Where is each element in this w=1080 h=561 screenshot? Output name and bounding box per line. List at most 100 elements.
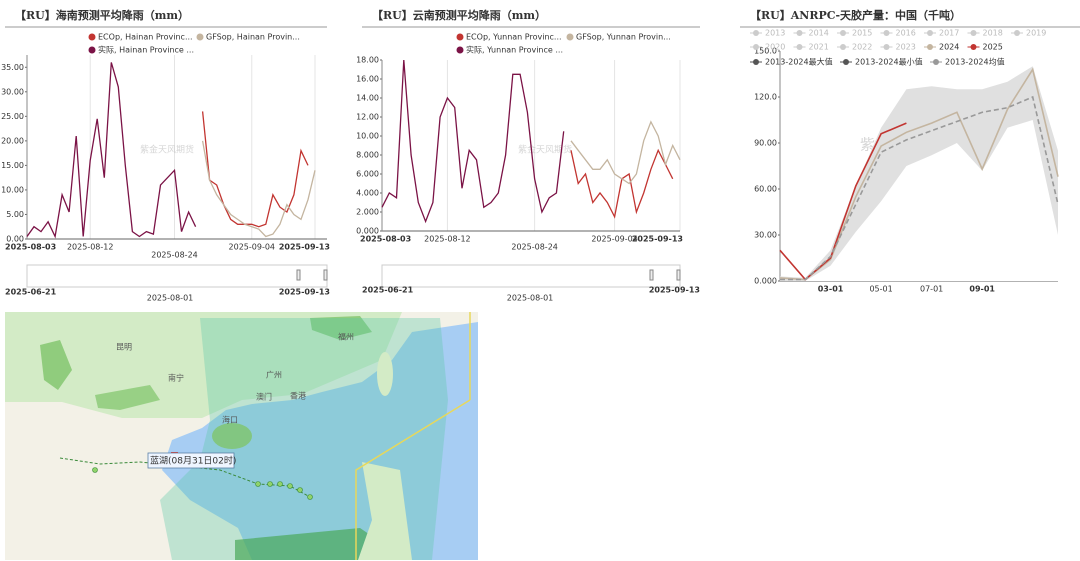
legend-marker bbox=[840, 44, 846, 50]
zoom-label: 2025-08-01 bbox=[507, 294, 554, 303]
series-line bbox=[201, 140, 316, 238]
legend-label: 2020 bbox=[765, 43, 785, 52]
y-tick-label: 5.00 bbox=[6, 210, 24, 219]
zoom-label: 2025-06-21 bbox=[362, 286, 414, 295]
x-tick-label: 2025-08-12 bbox=[424, 235, 471, 244]
y-tick-label: 30.00 bbox=[754, 231, 777, 240]
philippines bbox=[358, 462, 412, 560]
y-tick-label: 10.00 bbox=[356, 132, 379, 141]
zoom-handle bbox=[676, 269, 681, 281]
y-tick-label: 8.000 bbox=[356, 151, 379, 160]
city-label: 香港 bbox=[290, 391, 306, 401]
legend-marker bbox=[970, 30, 977, 36]
rain-area bbox=[235, 528, 385, 560]
chart-title: 【RU】海南预测平均降雨（mm） bbox=[15, 8, 189, 22]
legend-label: 实际, Yunnan Province ... bbox=[466, 45, 563, 55]
y-tick-label: 10.00 bbox=[1, 185, 24, 194]
y-tick-label: 0.000 bbox=[356, 227, 379, 236]
zoom-handle bbox=[649, 269, 654, 281]
legend-label: ECOp, Hainan Provinc... bbox=[98, 33, 193, 42]
series-line bbox=[779, 67, 1059, 281]
y-tick-label: 25.00 bbox=[1, 112, 24, 121]
taiwan bbox=[377, 352, 393, 396]
y-tick-label: 14.00 bbox=[356, 94, 379, 103]
typhoon-label: 蓝湖(08月31日02时) bbox=[150, 455, 236, 467]
legend-marker bbox=[456, 46, 464, 54]
legend-label: 2014 bbox=[809, 29, 829, 38]
x-tick-label: 07-01 bbox=[920, 285, 943, 294]
legend-label: 2022 bbox=[852, 43, 872, 52]
y-tick-label: 90.00 bbox=[754, 139, 777, 148]
y-tick-label: 35.00 bbox=[1, 63, 24, 72]
city-label: 南宁 bbox=[168, 373, 184, 383]
legend-label: 2024 bbox=[939, 43, 959, 52]
series-line bbox=[26, 62, 197, 239]
watermark: 紫金天风期货 bbox=[518, 144, 572, 156]
legend-marker bbox=[753, 44, 759, 50]
legend-label: 2021 bbox=[809, 43, 829, 52]
legend-marker bbox=[88, 33, 96, 41]
x-tick-label: 2025-08-24 bbox=[151, 251, 198, 260]
chart-title: 【RU】云南预测平均降雨（mm） bbox=[372, 8, 546, 22]
rain-area bbox=[95, 385, 160, 410]
zoom-label: 2025-06-21 bbox=[5, 288, 57, 297]
x-tick-label: 2025-09-13 bbox=[279, 243, 330, 252]
chart: 【RU】ANRPC-天胶产量：中国（千吨） 0.000 30.00 60.00 90.0… bbox=[740, 8, 1080, 294]
chart: 【RU】云南预测平均降雨（mm） 0.000 2.000 4.000 6.000 8.00… bbox=[356, 8, 700, 303]
y-tick-label: 0.000 bbox=[754, 277, 777, 286]
legend-marker bbox=[456, 33, 464, 41]
legend-marker bbox=[566, 33, 574, 41]
city-label: 广州 bbox=[266, 370, 282, 380]
legend-label: 实际, Hainan Province ... bbox=[98, 45, 194, 55]
y-tick-label: 16.00 bbox=[356, 75, 379, 84]
y-tick-label: 18.00 bbox=[356, 56, 379, 65]
series-line bbox=[779, 122, 907, 281]
x-tick-label: 2025-08-03 bbox=[5, 243, 56, 252]
legend-marker bbox=[933, 59, 939, 65]
y-tick-label: 120.0 bbox=[754, 93, 777, 102]
x-tick-label: 2025-08-12 bbox=[67, 243, 114, 252]
series-line bbox=[780, 95, 1059, 281]
x-tick-label: 2025-09-04 bbox=[591, 235, 638, 244]
zoom-track bbox=[381, 264, 681, 288]
y-tick-label: 0.00 bbox=[6, 235, 24, 244]
legend-marker bbox=[753, 59, 759, 65]
legend-marker bbox=[88, 46, 96, 54]
x-tick-label: 2025-08-24 bbox=[511, 243, 558, 252]
typhoon-label-box bbox=[147, 452, 235, 469]
chart: 【RU】海南预测平均降雨（mm） 0.00 5.00 10.00 15.00 20.00 2… bbox=[1, 8, 330, 303]
legend-label: 2017 bbox=[939, 29, 959, 38]
x-tick-label: 2025-08-03 bbox=[360, 235, 411, 244]
legend-label: 2015 bbox=[852, 29, 872, 38]
legend-label: 2016 bbox=[896, 29, 916, 38]
y-tick-label: 12.00 bbox=[356, 113, 379, 122]
legend-marker bbox=[883, 44, 890, 50]
legend-label: ECOp, Yunnan Provinc... bbox=[466, 33, 562, 42]
legend-marker bbox=[927, 44, 933, 50]
rain-area bbox=[40, 340, 72, 390]
x-tick-label: 2025-09-13 bbox=[632, 235, 683, 244]
legend-marker bbox=[840, 30, 846, 36]
zoom-track bbox=[26, 264, 328, 288]
legend-label: 2013-2024最小值 bbox=[855, 57, 923, 67]
x-tick-label: 09-01 bbox=[969, 285, 995, 294]
chart-title: 【RU】ANRPC-天胶产量：中国（千吨） bbox=[750, 8, 961, 22]
legend-label: 2023 bbox=[896, 43, 916, 52]
x-tick-label: 03-01 bbox=[818, 285, 844, 294]
china bbox=[5, 312, 402, 418]
city-label: 海口 bbox=[222, 415, 238, 425]
y-tick-label: 15.00 bbox=[1, 161, 24, 170]
city-label: 昆明 bbox=[116, 343, 132, 352]
legend-marker bbox=[970, 44, 977, 50]
legend-marker bbox=[753, 30, 759, 36]
legend-label: 2013 bbox=[765, 29, 785, 38]
boundary bbox=[355, 399, 471, 560]
legend-marker bbox=[1014, 30, 1020, 36]
legend-label: GFSop, Hainan Provin... bbox=[206, 33, 300, 42]
series-line bbox=[201, 111, 309, 228]
city-label: 澳门 bbox=[256, 392, 272, 402]
track-points bbox=[92, 467, 313, 500]
y-tick-label: 60.00 bbox=[754, 185, 777, 194]
legend-marker bbox=[843, 59, 849, 65]
rain-area bbox=[310, 316, 372, 340]
